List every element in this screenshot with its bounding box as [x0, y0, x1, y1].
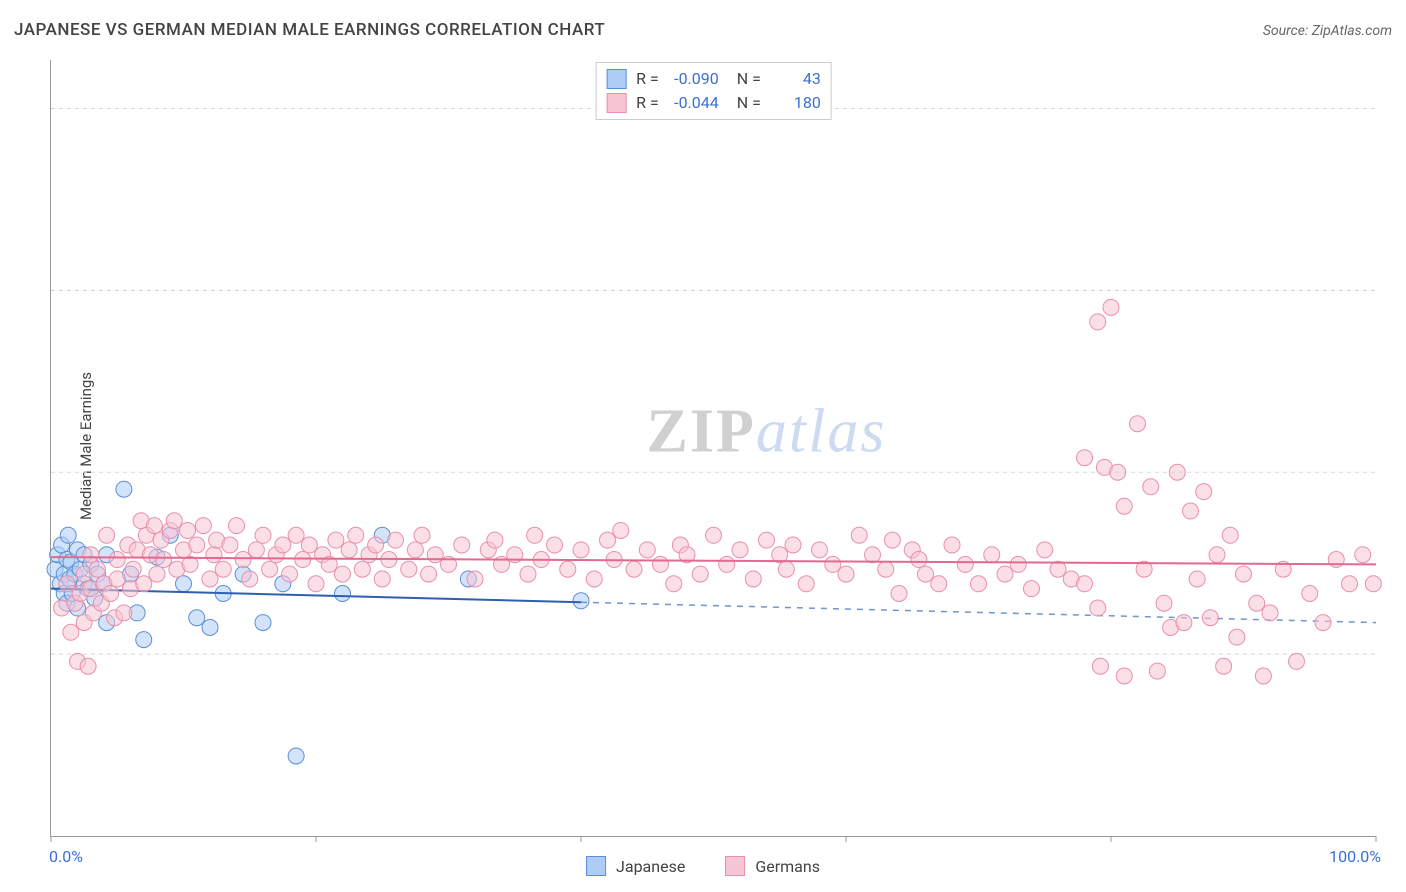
stats-n-label: N = [729, 67, 761, 91]
stats-n-label: N = [729, 91, 761, 115]
stats-r-label: R = [636, 67, 659, 91]
stats-r-value: -0.044 [669, 91, 719, 115]
legend-swatch [586, 856, 606, 876]
stats-r-value: -0.090 [669, 67, 719, 91]
stats-legend-box: R = -0.090 N = 43 R = -0.044 N = 180 [595, 62, 832, 120]
stats-row: R = -0.090 N = 43 [606, 67, 821, 91]
y-tick-label: $112,500 [1386, 281, 1406, 300]
legend-label: Germans [755, 857, 820, 876]
stats-r-label: R = [636, 91, 659, 115]
chart-title: JAPANESE VS GERMAN MEDIAN MALE EARNINGS … [14, 20, 605, 40]
legend-swatch [606, 93, 626, 113]
x-tick-label: 0.0% [49, 847, 83, 866]
stats-n-value: 180 [771, 91, 821, 115]
title-bar: JAPANESE VS GERMAN MEDIAN MALE EARNINGS … [14, 20, 1392, 40]
legend-swatch [725, 856, 745, 876]
chart-svg [51, 60, 1376, 836]
plot-frame: ZIPatlas R =-0.090 N =43R =-0.044 N =180… [50, 60, 1376, 837]
legend-item: Japanese [586, 856, 685, 876]
legend-item: Germans [725, 856, 820, 876]
plot-area: ZIPatlas R =-0.090 N =43R =-0.044 N =180… [50, 60, 1376, 837]
y-tick-label: $75,000 [1386, 463, 1406, 482]
y-tick-label: $150,000 [1386, 99, 1406, 118]
stats-row: R = -0.044 N = 180 [606, 91, 821, 115]
stats-n-value: 43 [771, 67, 821, 91]
bottom-legend: Japanese Germans [586, 856, 820, 876]
y-tick-label: $37,500 [1386, 645, 1406, 664]
legend-label: Japanese [616, 857, 685, 876]
x-tick-label: 100.0% [1329, 847, 1381, 866]
chart-container: JAPANESE VS GERMAN MEDIAN MALE EARNINGS … [0, 0, 1406, 892]
source-label: Source: ZipAtlas.com [1263, 23, 1392, 39]
legend-swatch [606, 69, 626, 89]
